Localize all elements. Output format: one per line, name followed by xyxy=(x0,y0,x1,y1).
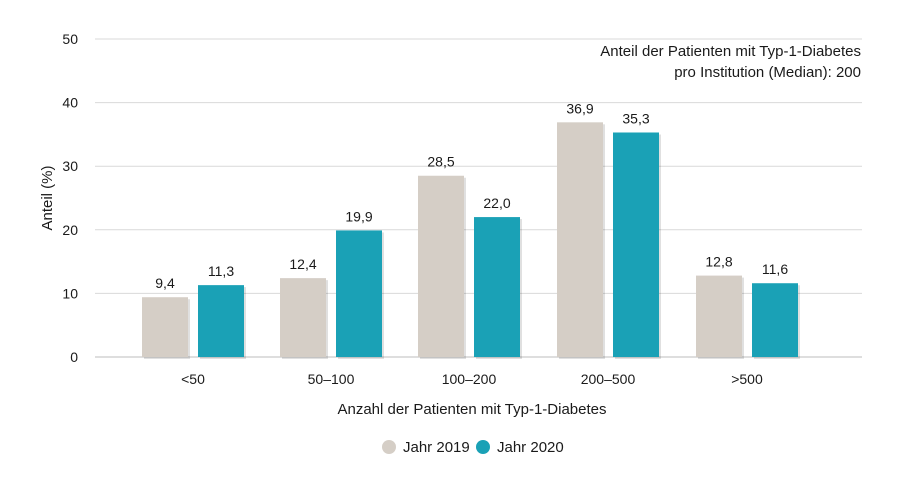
bar-2020 xyxy=(198,285,244,357)
y-tick-label: 20 xyxy=(62,222,78,238)
x-tick-label: >500 xyxy=(731,371,763,387)
x-tick-label: 50–100 xyxy=(308,371,355,387)
data-label: 36,9 xyxy=(566,100,593,116)
legend: Jahr 2019 Jahr 2020 xyxy=(382,439,564,456)
bar-2020 xyxy=(474,217,520,357)
data-label: 35,3 xyxy=(622,110,649,126)
data-label: 11,3 xyxy=(208,263,234,279)
x-axis-title: Anzahl der Patienten mit Typ-1-Diabetes xyxy=(337,401,606,418)
legend-label-2020: Jahr 2020 xyxy=(497,439,564,456)
bar-2020 xyxy=(613,132,659,357)
bar-2019 xyxy=(418,175,464,357)
data-label: 9,4 xyxy=(155,275,175,291)
data-label: 19,9 xyxy=(345,208,372,224)
legend-swatch-2020 xyxy=(476,440,490,454)
y-tick-label: 0 xyxy=(70,349,78,365)
bars xyxy=(142,122,800,359)
bar-2019 xyxy=(557,122,603,357)
y-tick-label: 40 xyxy=(62,95,78,111)
bar-2019 xyxy=(142,297,188,357)
data-label: 12,8 xyxy=(705,254,732,270)
data-label: 28,5 xyxy=(427,154,454,170)
annotation-line-1: Anteil der Patienten mit Typ-1-Diabetes xyxy=(600,43,861,60)
bar-2020 xyxy=(752,283,798,357)
x-axis-ticks: <50 50–100 100–200 200–500 >500 xyxy=(181,371,763,387)
legend-swatch-2019 xyxy=(382,440,396,454)
data-label: 12,4 xyxy=(289,256,316,272)
x-tick-label: 200–500 xyxy=(581,371,636,387)
y-axis-ticks: 0 10 20 30 40 50 xyxy=(62,31,78,365)
annotation-line-2: pro Institution (Median): 200 xyxy=(674,64,861,81)
bar-2019 xyxy=(280,278,326,357)
x-tick-label: 100–200 xyxy=(442,371,497,387)
data-label: 11,6 xyxy=(762,261,788,277)
x-tick-label: <50 xyxy=(181,371,205,387)
bar-2020 xyxy=(336,230,382,357)
y-tick-label: 30 xyxy=(62,158,78,174)
y-axis-title: Anteil (%) xyxy=(39,165,56,230)
legend-label-2019: Jahr 2019 xyxy=(403,439,470,456)
y-tick-label: 50 xyxy=(62,31,78,47)
data-labels: 9,4 11,3 12,4 19,9 28,5 22,0 36,9 35,3 12,8 11,6 xyxy=(155,100,788,291)
y-tick-label: 10 xyxy=(62,285,78,301)
data-label: 22,0 xyxy=(483,195,510,211)
bar-2019 xyxy=(696,275,742,357)
